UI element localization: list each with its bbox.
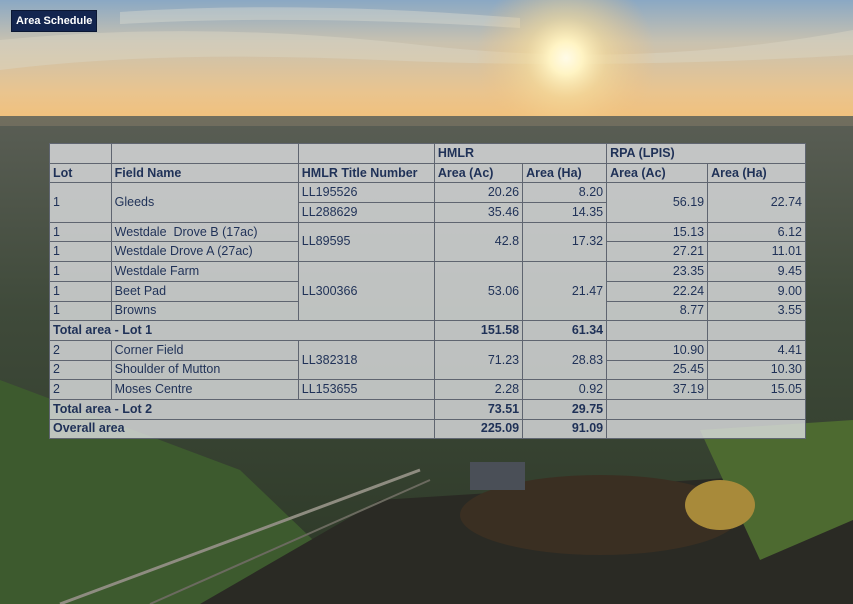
field-name-cell: Westdale Farm bbox=[110, 261, 299, 282]
table-row: 1 Westdale Drove B (17ac) LL89595 42.8 1… bbox=[49, 221, 806, 263]
lot-cell: 1 bbox=[49, 182, 112, 223]
title-number-cell: LL288629 bbox=[297, 202, 435, 223]
title-number-cell: LL89595 bbox=[297, 221, 435, 263]
area-schedule-badge: Area Schedule bbox=[11, 10, 98, 32]
rpa-area-ac-cell: 25.45 bbox=[606, 359, 709, 381]
lot-cell: 1 bbox=[49, 221, 112, 243]
field-name-cell: Browns bbox=[110, 300, 299, 322]
hmlr-area-ha-cell: 17.32 bbox=[522, 221, 608, 263]
table-row: 2 Corner Field LL382318 71.23 28.83 10.9… bbox=[49, 339, 806, 381]
field-name-cell: Gleeds bbox=[110, 182, 299, 223]
total-label: Total area - Lot 1 bbox=[49, 320, 435, 341]
hmlr-area-ha-cell: 8.20 bbox=[522, 182, 608, 204]
rpa-area-ac-cell: 15.13 bbox=[606, 221, 709, 243]
hmlr-area-ha-cell: 14.35 bbox=[522, 202, 608, 223]
rpa-area-ha-cell: 22.74 bbox=[707, 182, 806, 223]
empty-cell bbox=[606, 320, 709, 341]
total-row-lot-2: Total area - Lot 2 73.51 29.75 bbox=[49, 398, 806, 420]
lot-cell: 1 bbox=[49, 241, 112, 263]
overall-area-ac: 225.09 bbox=[433, 418, 524, 440]
rpa-area-ac-cell: 23.35 bbox=[606, 261, 709, 282]
rpa-area-ha-cell: 4.41 bbox=[707, 339, 806, 361]
hmlr-area-ac-cell: 35.46 bbox=[433, 202, 524, 223]
header-blank bbox=[49, 143, 112, 164]
group-header-row: HMLR RPA (LPIS) bbox=[49, 143, 806, 164]
hmlr-area-ac-cell: 71.23 bbox=[433, 339, 524, 381]
table-row: 1 Westdale Drove A (27ac) 27.21 11.01 bbox=[49, 241, 806, 263]
hmlr-area-ha-cell: 28.83 bbox=[522, 339, 608, 381]
empty-cell bbox=[606, 398, 806, 420]
table-row: 1 Gleeds LL195526 20.26 8.20 56.19 22.74 bbox=[49, 182, 806, 223]
overall-label: Overall area bbox=[49, 418, 435, 440]
table-row: 1 Westdale Farm LL300366 53.06 21.47 23.… bbox=[49, 261, 806, 322]
title-number-cell: LL300366 bbox=[297, 261, 435, 322]
rpa-area-ac-cell: 22.24 bbox=[606, 280, 709, 302]
hmlr-area-ha-cell: 21.47 bbox=[522, 261, 608, 322]
rpa-area-ac-cell: 37.19 bbox=[606, 379, 709, 400]
rpa-area-ha-header: Area (Ha) bbox=[707, 162, 806, 184]
hmlr-area-ac-cell: 2.28 bbox=[433, 379, 524, 400]
header-blank bbox=[110, 143, 299, 164]
rpa-area-ac-header: Area (Ac) bbox=[606, 162, 709, 184]
rpa-area-ha-cell: 3.55 bbox=[707, 300, 806, 322]
rpa-area-ha-cell: 11.01 bbox=[707, 241, 806, 263]
total-area-ha: 29.75 bbox=[522, 398, 608, 420]
column-header-row: Lot Field Name HMLR Title Number Area (A… bbox=[49, 162, 806, 184]
field-name-cell: Corner Field bbox=[110, 339, 299, 361]
title-number-header: HMLR Title Number bbox=[297, 162, 435, 184]
rpa-area-ac-cell: 56.19 bbox=[606, 182, 709, 223]
header-blank bbox=[297, 143, 435, 164]
lot-header: Lot bbox=[49, 162, 112, 184]
rpa-area-ac-cell: 8.77 bbox=[606, 300, 709, 322]
rpa-area-ha-cell: 9.45 bbox=[707, 261, 806, 282]
field-name-cell: Westdale Drove B (17ac) bbox=[110, 221, 299, 243]
lot-cell: 1 bbox=[49, 261, 112, 282]
field-name-cell: Westdale Drove A (27ac) bbox=[110, 241, 299, 263]
field-name-cell: Moses Centre bbox=[110, 379, 299, 400]
total-label: Total area - Lot 2 bbox=[49, 398, 435, 420]
table-row: LL153655 2.28 0.92 bbox=[50, 379, 806, 400]
field-name-cell: Shoulder of Mutton bbox=[110, 359, 299, 381]
lot-cell: 1 bbox=[49, 300, 112, 322]
total-area-ac: 73.51 bbox=[433, 398, 524, 420]
hmlr-area-ha-header: Area (Ha) bbox=[522, 162, 608, 184]
total-row-lot-1: Total area - Lot 1 151.58 61.34 bbox=[49, 320, 806, 341]
rpa-area-ha-cell: 6.12 bbox=[707, 221, 806, 243]
title-number-cell: LL382318 bbox=[297, 339, 435, 381]
lot-cell: 2 bbox=[49, 379, 112, 400]
table-row: 1 Browns 8.77 3.55 bbox=[49, 300, 806, 322]
lot-cell: 2 bbox=[49, 339, 112, 361]
hmlr-group-header: HMLR bbox=[433, 143, 608, 164]
lot-cell: 2 bbox=[49, 359, 112, 381]
rpa-area-ac-cell: 10.90 bbox=[606, 339, 709, 361]
rpa-group-header: RPA (LPIS) bbox=[606, 143, 806, 164]
table-row: 1 Beet Pad 22.24 9.00 bbox=[49, 280, 806, 302]
field-name-cell: Beet Pad bbox=[110, 280, 299, 302]
hmlr-area-ac-header: Area (Ac) bbox=[433, 162, 524, 184]
title-number-cell: LL195526 bbox=[297, 182, 435, 204]
overall-area-ha: 91.09 bbox=[522, 418, 608, 440]
title-number-cell: LL153655 bbox=[297, 379, 435, 400]
total-area-ac: 151.58 bbox=[433, 320, 524, 341]
total-area-ha: 61.34 bbox=[522, 320, 608, 341]
rpa-area-ac-cell: 27.21 bbox=[606, 241, 709, 263]
rpa-area-ha-cell: 9.00 bbox=[707, 280, 806, 302]
hmlr-area-ac-cell: 53.06 bbox=[433, 261, 524, 322]
empty-cell bbox=[606, 418, 806, 440]
hmlr-area-ha-cell: 0.92 bbox=[522, 379, 608, 400]
area-schedule-table: HMLR RPA (LPIS) Lot Field Name HMLR Titl… bbox=[49, 143, 806, 440]
rpa-area-ha-cell: 15.05 bbox=[707, 379, 806, 400]
hmlr-area-ac-cell: 42.8 bbox=[433, 221, 524, 263]
hmlr-area-ac-cell: 20.26 bbox=[433, 182, 524, 204]
field-name-header: Field Name bbox=[110, 162, 299, 184]
rpa-area-ha-cell: 10.30 bbox=[707, 359, 806, 381]
lot-cell: 1 bbox=[49, 280, 112, 302]
empty-cell bbox=[707, 320, 806, 341]
overall-area-row: Overall area 225.09 91.09 bbox=[49, 418, 806, 440]
